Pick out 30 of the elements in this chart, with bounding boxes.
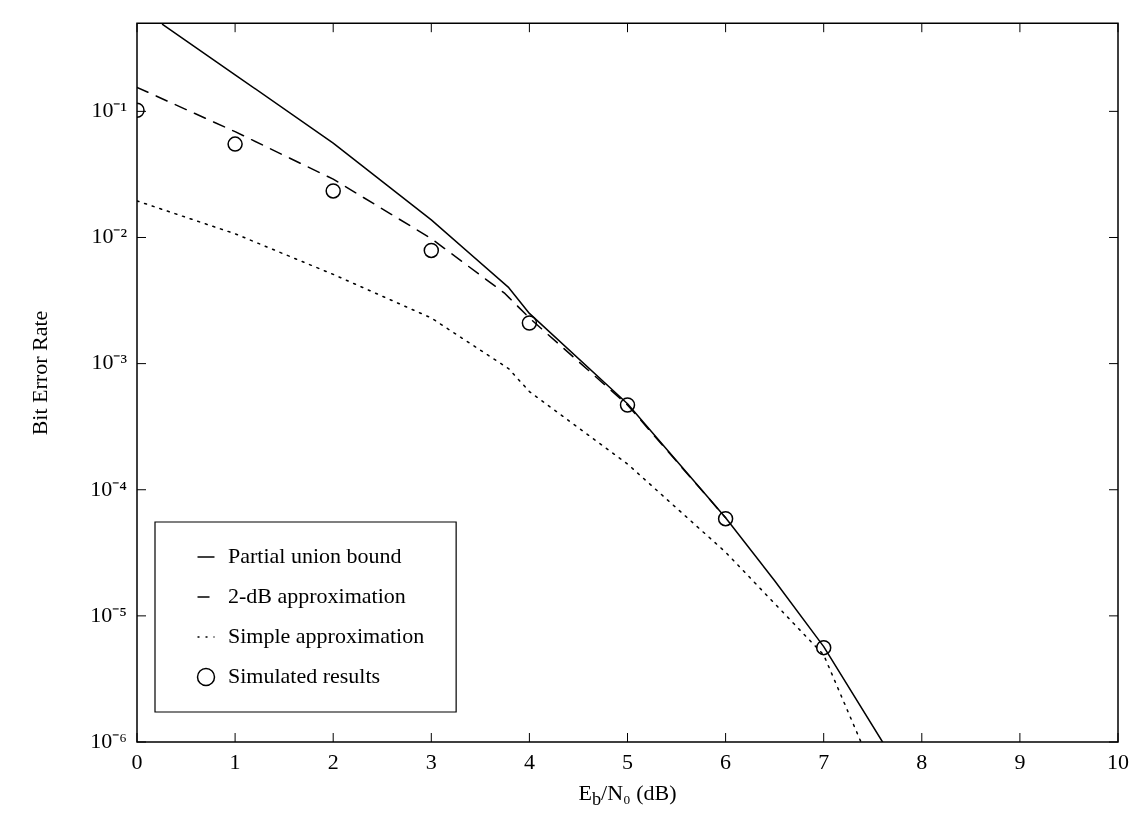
point: [717, 510, 734, 527]
x-tick-label: 10: [1107, 748, 1129, 774]
x-tick-label: 6: [720, 748, 732, 774]
x-tick-label: 8: [916, 748, 928, 774]
x-tick-label: 5: [622, 748, 633, 774]
legend-label: Simulated results: [228, 662, 381, 688]
point: [815, 639, 832, 656]
point: [619, 397, 636, 413]
x-axis-title: E$_{b}$/N₀ (dB): [577, 780, 678, 811]
y-tick-label: 10⁻³: [91, 349, 128, 375]
y-tick-label: 10⁻⁴: [90, 475, 128, 501]
legend-label: Simple approximation: [228, 622, 425, 648]
y-tick-label: 10⁻¹: [91, 97, 127, 123]
x-tick-label: 7: [818, 748, 830, 774]
y-tick-label: 10⁻⁵: [90, 601, 127, 627]
x-tick-label: 2: [327, 748, 339, 774]
point: [521, 315, 538, 331]
point: [227, 136, 243, 152]
x-tick-label: 1: [229, 748, 241, 774]
point: [423, 242, 440, 259]
y-axis-title: Bit Error Rate: [27, 309, 53, 438]
y-tick-label: 10⁻⁶: [90, 727, 127, 753]
x-tick-label: 9: [1014, 748, 1026, 774]
x-tick-label: 0: [131, 748, 143, 774]
point: [325, 183, 341, 199]
x-tick-label: 3: [425, 748, 437, 774]
x-tick-label: 4: [523, 748, 535, 774]
legend-label: 2-dB approximation: [228, 582, 406, 608]
legend-label: Partial union bound: [228, 542, 402, 568]
y-tick-label: 10⁻²: [91, 223, 128, 249]
